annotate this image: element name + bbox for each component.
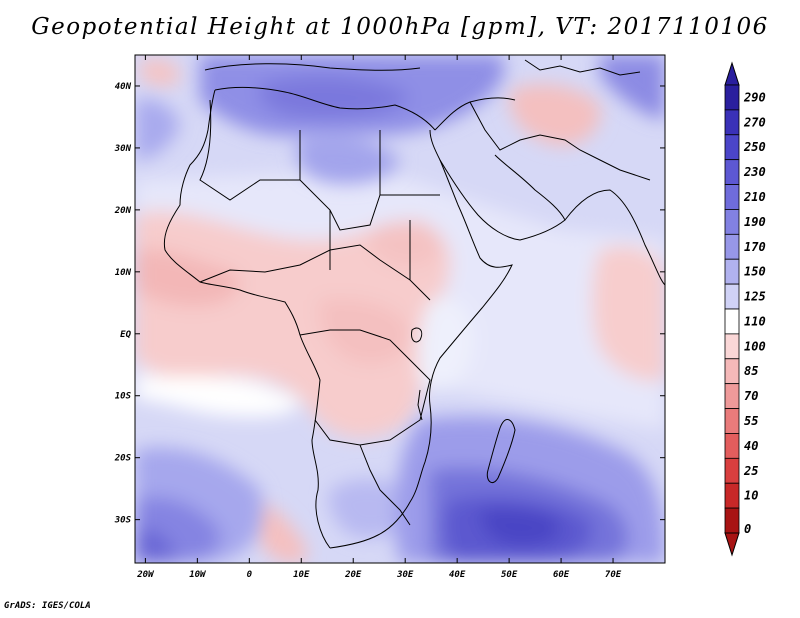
height-field: [135, 55, 665, 563]
x-tick-label: 20E: [344, 570, 362, 580]
colorbar-swatch: [724, 408, 740, 434]
colorbar-label: 270: [743, 115, 766, 129]
x-tick-label: 50E: [501, 570, 518, 580]
colorbar-swatch: [724, 209, 740, 235]
colorbar-swatch: [724, 134, 740, 161]
y-tick-label: EQ: [120, 330, 131, 340]
colorbar-swatch: [724, 233, 740, 260]
footer-credit: GrADS: IGES/COLA: [4, 601, 91, 611]
colorbar-label: 100: [744, 339, 766, 353]
colorbar-swatch: [724, 308, 740, 335]
colorbar-label: 250: [743, 140, 766, 154]
x-tick-label: 70E: [605, 570, 622, 580]
y-tick-label: 10S: [115, 392, 132, 402]
colorbar-swatch: [724, 433, 740, 459]
colorbar-swatch: [724, 457, 740, 484]
colorbar-label: 85: [744, 364, 758, 378]
y-tick-label: 20N: [114, 206, 132, 216]
colorbar-label: 55: [744, 414, 758, 428]
y-tick-label: 20S: [114, 454, 132, 464]
colorbar-label: 290: [743, 90, 766, 104]
colorbar-swatch: [724, 258, 740, 285]
colorbar-swatch: [724, 84, 740, 111]
colorbar-label: 110: [744, 314, 766, 328]
x-tick-label: 30E: [396, 570, 414, 580]
y-tick-label: 30S: [114, 516, 132, 526]
colorbar-label: 190: [744, 215, 766, 229]
x-axis: 20W 10W 0 10E 20E 30E 40E 50E 60E 70E: [136, 55, 622, 580]
map-title: Geopotential Height at 1000hPa [gpm], VT…: [31, 14, 769, 40]
y-axis: 40N 30N 20N 10N EQ 10S 20S 30S: [114, 82, 665, 526]
colorbar-label: 210: [743, 190, 766, 204]
coastlines: [163, 59, 665, 549]
colorbar-label: 170: [744, 240, 766, 254]
colorbar-swatch: [724, 283, 740, 310]
colorbar-label: 230: [743, 165, 766, 179]
colorbar-label: 125: [744, 290, 766, 304]
x-tick-label: 0: [247, 570, 253, 580]
colorbar-swatch: [724, 184, 740, 210]
colorbar-arrow-bottom: [724, 532, 740, 557]
x-tick-label: 10W: [189, 570, 207, 580]
colorbar-label: 0: [744, 522, 751, 536]
y-tick-label: 40N: [115, 82, 132, 92]
x-tick-label: 10E: [293, 570, 310, 580]
colorbar-arrow-top: [724, 61, 740, 86]
colorbar-swatch: [724, 333, 740, 360]
colorbar-label: 25: [743, 464, 758, 478]
colorbar-label: 10: [744, 489, 758, 503]
colorbar-swatch: [724, 109, 740, 136]
colorbar-swatch: [724, 358, 740, 385]
colorbar-swatch: [724, 383, 740, 409]
colorbar-label: 150: [744, 265, 766, 279]
colorbar-swatch: [724, 482, 740, 509]
plot-frame: [134, 54, 666, 564]
colorbar-label: 70: [744, 389, 758, 403]
colorbar-swatch: [724, 159, 740, 185]
y-tick-label: 30N: [114, 144, 132, 154]
colorbar: 2902702502302101901701501251101008570554…: [724, 61, 766, 557]
y-tick-label: 10N: [115, 268, 132, 278]
x-tick-label: 60E: [553, 570, 570, 580]
x-tick-label: 20W: [136, 570, 155, 580]
colorbar-swatch: [724, 507, 740, 534]
colorbar-label: 40: [744, 439, 758, 453]
x-tick-label: 40E: [449, 570, 466, 580]
